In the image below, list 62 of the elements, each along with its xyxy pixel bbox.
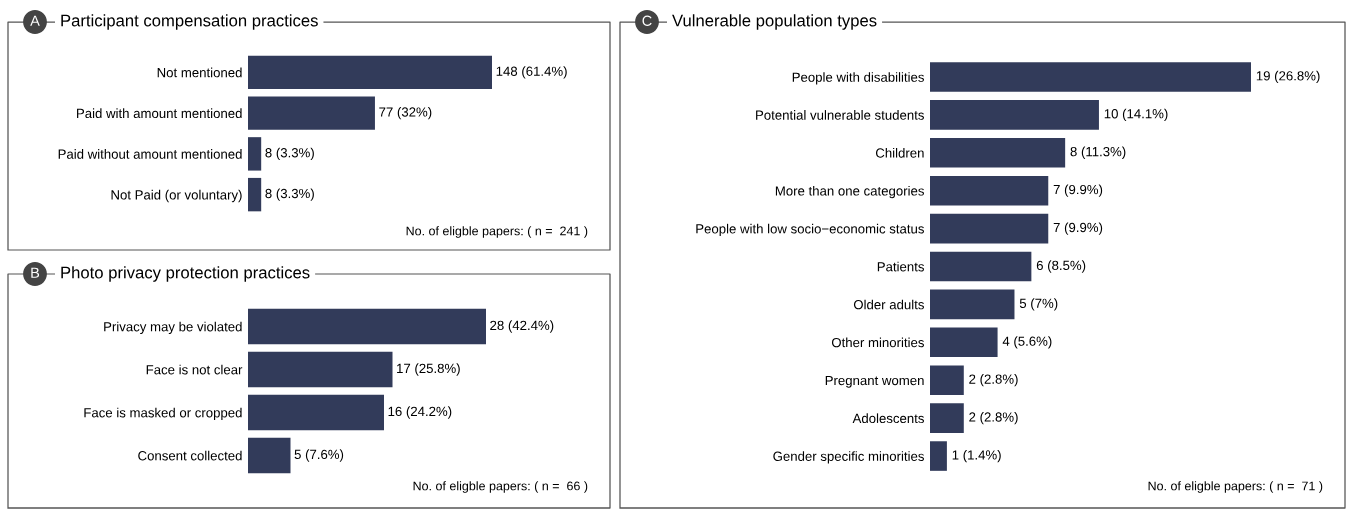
bar [930, 289, 1015, 320]
text: A [30, 15, 40, 26]
data-label: 4 (5.6%) [1002, 336, 1052, 349]
y-tick-label: Adolescents [852, 413, 924, 424]
y-tick-label: Paid with amount mentioned [77, 108, 242, 119]
y-tick-label: Consent collected [138, 450, 242, 461]
text: No. of eligble papers: ( n = 241 ) [406, 226, 588, 238]
bar [930, 403, 964, 433]
bar [930, 327, 998, 358]
data-label: 8 (3.3%) [265, 147, 314, 161]
text: C [642, 15, 652, 26]
data-label: 8 (11.3%) [1070, 146, 1126, 159]
data-label: 6 (8.5%) [1036, 260, 1086, 273]
text: Vulnerable population types [672, 14, 877, 30]
y-tick-label: Not Paid (or voluntary) [111, 189, 242, 203]
y-tick-label: Face is masked or cropped [84, 407, 242, 421]
data-label: 7 (9.9%) [1053, 222, 1103, 235]
y-tick-label: Patients [877, 261, 924, 272]
data-label: 5 (7.6%) [294, 449, 344, 462]
bar [930, 175, 1049, 206]
bar [930, 100, 1099, 130]
data-label: 10 (14.1%) [1104, 108, 1168, 122]
data-label: 1 (1.4%) [952, 449, 1001, 463]
y-tick-label: Privacy may be violated [104, 321, 242, 335]
y-tick-label: Pregnant women [825, 375, 924, 388]
data-label: 28 (42.4%) [490, 320, 554, 333]
bar [248, 308, 486, 345]
bar [930, 441, 947, 471]
text: B [31, 267, 40, 278]
y-tick-label: People with disabilities [792, 72, 924, 85]
bar [930, 62, 1251, 92]
y-tick-label: Children [875, 147, 924, 158]
y-tick-label: Potential vulnerable students [756, 110, 924, 120]
text: No. of eligble papers: ( n = 66 ) [413, 481, 588, 493]
data-label: 7 (9.9%) [1053, 184, 1103, 197]
text: No. of eligble papers: ( n = 71 ) [1148, 481, 1323, 493]
data-label: 16 (24.2%) [388, 406, 452, 419]
y-tick-label: Other minorities [831, 337, 924, 348]
bar [248, 394, 384, 431]
bar [930, 365, 964, 396]
bar [930, 213, 1049, 244]
data-label: 77 (32%) [379, 106, 432, 120]
chart-title: Photo privacy protection practices [61, 266, 310, 282]
bar [248, 437, 291, 474]
data-label: 148 (61.4%) [496, 66, 567, 79]
y-tick-label: Gender specific minorities [773, 451, 924, 464]
bar [248, 351, 393, 388]
data-label: 19 (26.8%) [1256, 70, 1320, 84]
data-label: 2 (2.8%) [969, 374, 1018, 387]
y-tick-label: More than one categories [775, 185, 924, 199]
bar [930, 251, 1032, 282]
chart-title: Participant compensation practices [61, 14, 318, 30]
data-label: 17 (25.8%) [397, 363, 460, 376]
y-tick-label: Not mentioned [157, 67, 242, 78]
y-tick-label: People with low socio−economic status [696, 223, 924, 237]
data-label: 5 (7%) [1019, 298, 1058, 311]
y-tick-label: Paid without amount mentioned [58, 149, 242, 159]
data-label: 2 (2.8%) [969, 411, 1018, 425]
y-tick-label: Face is not clear [146, 364, 243, 375]
data-label: 8 (3.3%) [265, 188, 314, 201]
bar [930, 137, 1066, 168]
y-tick-label: Older adults [853, 299, 924, 310]
